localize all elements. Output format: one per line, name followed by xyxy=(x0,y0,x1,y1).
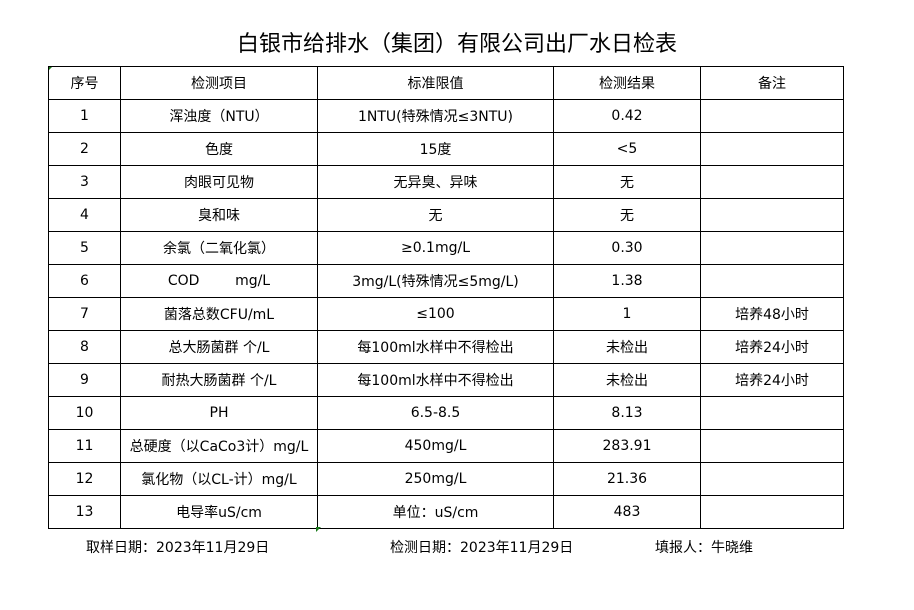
cell-item: PH xyxy=(120,396,318,430)
column-header: 标准限值 xyxy=(317,66,554,100)
cell-remark xyxy=(700,264,844,298)
cell-item: COD mg/L xyxy=(120,264,318,298)
inspection-table: 序号 检测项目 标准限值 检测结果 备注 1 浑浊度（NTU） 1NTU(特殊情况≤3NTU… xyxy=(48,66,844,529)
cell-index: 2 xyxy=(48,132,121,166)
cell-index: 10 xyxy=(48,396,121,430)
cell-remark xyxy=(700,396,844,430)
cell-standard: 单位：uS/cm xyxy=(317,495,554,529)
cell-index: 8 xyxy=(48,330,121,364)
cell-index: 11 xyxy=(48,429,121,463)
cell-item: 耐热大肠菌群 个/L xyxy=(120,363,318,397)
cell-result: 未检出 xyxy=(553,363,701,397)
cell-item: 总大肠菌群 个/L xyxy=(120,330,318,364)
cell-index: 6 xyxy=(48,264,121,298)
table-row: 6 COD mg/L 3mg/L(特殊情况≤5mg/L) 1.38 xyxy=(48,264,844,298)
cell-result: 21.36 xyxy=(553,462,701,496)
table-row: 8 总大肠菌群 个/L 每100ml水样中不得检出 未检出 培养24小时 xyxy=(48,330,844,364)
cell-index: 5 xyxy=(48,231,121,265)
cell-item: 肉眼可见物 xyxy=(120,165,318,199)
cell-item: 菌落总数CFU/mL xyxy=(120,297,318,331)
cell-remark xyxy=(700,132,844,166)
cell-index: 13 xyxy=(48,495,121,529)
cell-remark xyxy=(700,99,844,133)
cell-marker xyxy=(316,527,321,532)
page-title: 白银市给排水（集团）有限公司出厂水日检表 xyxy=(236,32,677,57)
cell-standard: 1NTU(特殊情况≤3NTU) xyxy=(317,99,554,133)
cell-standard: 每100ml水样中不得检出 xyxy=(317,330,554,364)
table-row: 11 总硬度（以CaCo3计）mg/L 450mg/L 283.91 xyxy=(48,429,844,463)
cell-standard: 6.5-8.5 xyxy=(317,396,554,430)
cell-result: <5 xyxy=(553,132,701,166)
cell-standard: 15度 xyxy=(317,132,554,166)
cell-remark xyxy=(700,429,844,463)
table-row: 2 色度 15度 <5 xyxy=(48,132,844,166)
cell-result: 1.38 xyxy=(553,264,701,298)
cell-result: 0.42 xyxy=(553,99,701,133)
cell-remark xyxy=(700,231,844,265)
cell-standard: ≥0.1mg/L xyxy=(317,231,554,265)
cell-standard: ≤100 xyxy=(317,297,554,331)
cell-index: 7 xyxy=(48,297,121,331)
cell-result: 483 xyxy=(553,495,701,529)
table-row: 13 电导率uS/cm 单位：uS/cm 483 xyxy=(48,495,844,529)
cell-item: 总硬度（以CaCo3计）mg/L xyxy=(120,429,318,463)
column-header: 检测项目 xyxy=(120,66,318,100)
column-header: 序号 xyxy=(48,66,121,100)
cell-remark xyxy=(700,495,844,529)
test-date: 检测日期：2023年11月29日 xyxy=(390,540,574,556)
cell-result: 无 xyxy=(553,198,701,232)
column-header: 备注 xyxy=(700,66,844,100)
cell-remark xyxy=(700,462,844,496)
cell-result: 无 xyxy=(553,165,701,199)
table-header-row: 序号 检测项目 标准限值 检测结果 备注 xyxy=(48,66,844,100)
cell-standard: 每100ml水样中不得检出 xyxy=(317,363,554,397)
cell-remark xyxy=(700,198,844,232)
reporter: 填报人：牛晓维 xyxy=(655,540,753,556)
cell-result: 1 xyxy=(553,297,701,331)
cell-remark: 培养48小时 xyxy=(700,297,844,331)
cell-index: 12 xyxy=(48,462,121,496)
cell-index: 9 xyxy=(48,363,121,397)
cell-item: 氯化物（以CL-计）mg/L xyxy=(120,462,318,496)
table-row: 7 菌落总数CFU/mL ≤100 1 培养48小时 xyxy=(48,297,844,331)
table-row: 5 余氯（二氧化氯） ≥0.1mg/L 0.30 xyxy=(48,231,844,265)
cell-index: 4 xyxy=(48,198,121,232)
cell-item: 色度 xyxy=(120,132,318,166)
cell-item: 浑浊度（NTU） xyxy=(120,99,318,133)
cell-index: 1 xyxy=(48,99,121,133)
cell-standard: 无 xyxy=(317,198,554,232)
table-row: 3 肉眼可见物 无异臭、异味无 xyxy=(48,165,844,199)
table-row: 12 氯化物（以CL-计）mg/L 250mg/L 21.36 xyxy=(48,462,844,496)
cell-standard: 无异臭、异味 xyxy=(317,165,554,199)
cell-result: 283.91 xyxy=(553,429,701,463)
cell-remark: 培养24小时 xyxy=(700,363,844,397)
cell-index: 3 xyxy=(48,165,121,199)
cell-remark: 培养24小时 xyxy=(700,330,844,364)
table-row: 9 耐热大肠菌群 个/L 每100ml水样中不得检出 未检出 培养24小时 xyxy=(48,363,844,397)
cell-standard: 250mg/L xyxy=(317,462,554,496)
sample-date: 取样日期：2023年11月29日 xyxy=(86,540,270,556)
cell-item: 电导率uS/cm xyxy=(120,495,318,529)
cell-item: 余氯（二氧化氯） xyxy=(120,231,318,265)
table-row: 10 PH 6.5-8.5 8.13 xyxy=(48,396,844,430)
table-row: 1 浑浊度（NTU） 1NTU(特殊情况≤3NTU) 0.42 xyxy=(48,99,844,133)
cell-result: 未检出 xyxy=(553,330,701,364)
cell-standard: 3mg/L(特殊情况≤5mg/L) xyxy=(317,264,554,298)
cell-standard: 450mg/L xyxy=(317,429,554,463)
column-header: 检测结果 xyxy=(553,66,701,100)
table-row: 4 臭和味无无 xyxy=(48,198,844,232)
cell-item: 臭和味 xyxy=(120,198,318,232)
cell-remark xyxy=(700,165,844,199)
cell-result: 0.30 xyxy=(553,231,701,265)
cell-result: 8.13 xyxy=(553,396,701,430)
